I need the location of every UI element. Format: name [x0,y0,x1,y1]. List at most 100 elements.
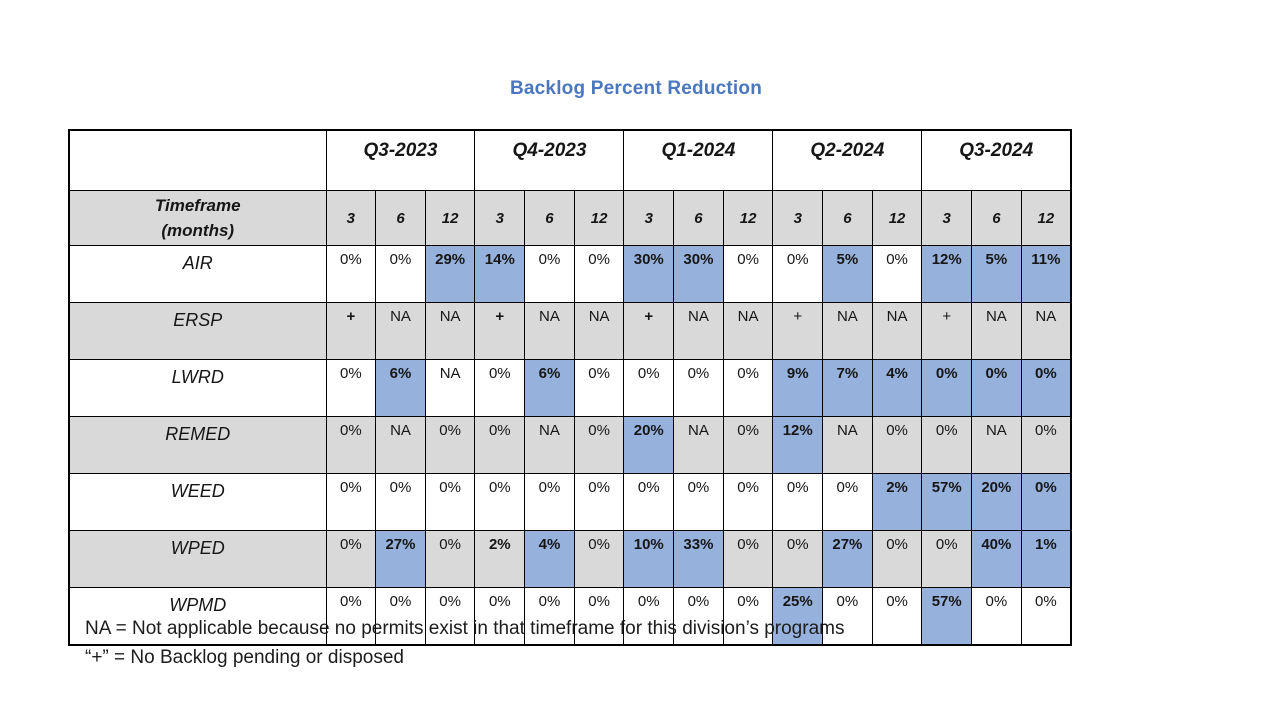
value-cell: 0% [1020,416,1072,474]
month-header-cell: 6 [822,190,873,246]
value-cell: NA [375,416,426,474]
value-cell: 0% [722,245,774,303]
value-cell: 0% [673,473,724,531]
value-cell: 0% [573,473,625,531]
value-cell: 0% [673,359,724,417]
table-row: AIR 0% 0% 29% 14% 0% 0% 30% 30% 0% 0% 5% 0% 12% 5% 11% [68,245,1072,303]
value-cell: 0% [871,587,923,646]
value-cell: 0% [325,473,377,531]
value-cell: 0% [921,359,973,417]
value-cell: NA [524,416,575,474]
value-cell: NA [424,302,476,360]
month-header-cell: 6 [375,190,426,246]
value-cell: 0% [822,587,873,646]
value-cell: 0% [871,530,923,588]
value-cell: 0% [424,416,476,474]
month-header-cell: 12 [871,190,923,246]
value-cell: 0% [524,473,575,531]
value-cell: + [921,302,973,360]
value-cell: 0% [971,359,1022,417]
value-cell: + [325,302,377,360]
value-cell: 0% [1020,359,1072,417]
footnote-plus: “+” = No Backlog pending or disposed [85,647,404,668]
value-cell: 0% [722,473,774,531]
month-header-cell: 3 [325,190,377,246]
value-cell: 10% [623,530,675,588]
value-cell: 12% [772,416,824,474]
value-cell: 0% [524,245,575,303]
table-row: WPED 0% 27% 0% 2% 4% 0% 10% 33% 0% 0% 27% 0% 0% 40% 1% [68,530,1072,588]
value-cell: 2% [871,473,923,531]
month-header-cell: 3 [772,190,824,246]
value-cell: 0% [623,473,675,531]
value-cell: 0% [971,587,1022,646]
value-cell: NA [822,416,873,474]
value-cell: + [623,302,675,360]
value-cell: 2% [474,530,526,588]
value-cell: 11% [1020,245,1072,303]
value-cell: 14% [474,245,526,303]
value-cell: 0% [772,473,824,531]
month-header-cell: 3 [474,190,526,246]
value-cell: 4% [871,359,923,417]
value-cell: 0% [573,359,625,417]
value-cell: 0% [524,587,575,646]
division-cell: ERSP [68,302,327,360]
value-cell: 0% [474,473,526,531]
value-cell: 0% [375,245,426,303]
month-header-cell: 12 [1020,190,1072,246]
value-cell: 0% [474,359,526,417]
value-cell: 6% [524,359,575,417]
value-cell: 29% [424,245,476,303]
value-cell: 0% [424,473,476,531]
value-cell: NA [971,302,1022,360]
value-cell: 0% [424,530,476,588]
division-cell: LWRD [68,359,327,417]
value-cell: 0% [573,587,625,646]
value-cell: 5% [971,245,1022,303]
value-cell: 0% [375,473,426,531]
value-cell: NA [573,302,625,360]
value-cell: 0% [573,416,625,474]
value-cell: 0% [871,416,923,474]
value-cell: NA [424,359,476,417]
month-header-cell: 3 [921,190,973,246]
division-cell: AIR [68,245,327,303]
value-cell: 0% [474,587,526,646]
value-cell: 30% [623,245,675,303]
quarter-header-cell: Q4-2023 [474,129,625,191]
value-cell: NA [673,302,724,360]
month-header-cell: 6 [971,190,1022,246]
value-cell: 0% [623,587,675,646]
value-cell: 27% [822,530,873,588]
timeframe-label-line2: (months) [161,221,235,240]
value-cell: NA [722,302,774,360]
backlog-table: Q3-2023 Q4-2023 Q1-2024 Q2-2024 Q3-2024 Timef… [68,129,1072,646]
value-cell: 0% [722,359,774,417]
corner-cell [68,129,327,191]
timeframe-label-line1: Timeframe [154,195,241,215]
value-cell: 57% [921,587,973,646]
value-cell: 0% [722,587,774,646]
value-cell: 1% [1020,530,1072,588]
month-header-cell: 12 [424,190,476,246]
value-cell: 0% [722,530,774,588]
value-cell: 0% [325,359,377,417]
value-cell: 40% [971,530,1022,588]
division-cell: WPMD [68,587,327,646]
value-cell: 0% [1020,473,1072,531]
value-cell: 25% [772,587,824,646]
month-header-cell: 12 [573,190,625,246]
value-cell: 0% [1020,587,1072,646]
value-cell: 33% [673,530,724,588]
table-row: ERSP + NA NA + NA NA + NA NA + NA NA + NA NA [68,302,1072,360]
value-cell: NA [971,416,1022,474]
value-cell: + [474,302,526,360]
division-cell: WEED [68,473,327,531]
value-cell: 0% [325,530,377,588]
value-cell: 57% [921,473,973,531]
value-cell: 6% [375,359,426,417]
value-cell: 0% [822,473,873,531]
value-cell: NA [1020,302,1072,360]
